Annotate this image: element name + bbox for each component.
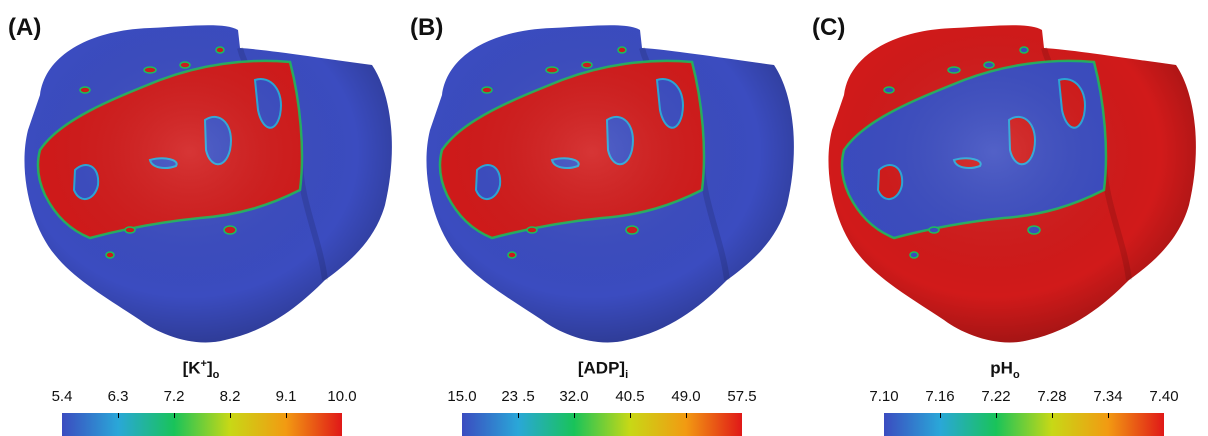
colorbar-tick-mark <box>940 413 941 418</box>
heart-surface-render <box>24 25 392 343</box>
panel-c: (C) pHo 7.10 7.16 7.22 7.28 7.34 7.40 <box>804 0 1206 436</box>
colorbar-tick-label: 7.40 <box>1149 388 1179 405</box>
colorbar-ticks: 5.4 6.3 7.2 8.2 9.1 10.0 <box>52 388 357 410</box>
colorbar-tick-mark <box>518 413 519 418</box>
heart-surface-render <box>426 25 794 343</box>
colorbar-ticks: 15.0 23 .5 32.0 40.5 49.0 57.5 <box>447 388 756 410</box>
colorbar-title: pHo <box>990 358 1020 382</box>
colorbar-tick-label: 9.1 <box>275 388 297 405</box>
colorbar-tick-label: 7.2 <box>163 388 185 405</box>
heart-surface-render <box>828 25 1196 343</box>
colorbar-tick-label: 32.0 <box>559 388 589 405</box>
colorbar-tick-label: 7.28 <box>1037 388 1067 405</box>
colorbar-tick-mark <box>1052 413 1053 418</box>
colorbar-tick-mark <box>118 413 119 418</box>
colorbar-tick-mark <box>1108 413 1109 418</box>
colorbar <box>884 413 1164 436</box>
colorbar-tick-mark <box>996 413 997 418</box>
colorbar-tick-label: 49.0 <box>671 388 701 405</box>
colorbar-tick-label: 15.0 <box>447 388 477 405</box>
colorbar <box>62 413 342 436</box>
colorbar-tick-mark <box>574 413 575 418</box>
colorbar-tick-label: 7.22 <box>981 388 1011 405</box>
colorbar-tick-label: 7.34 <box>1093 388 1123 405</box>
colorbar-tick-label: 6.3 <box>107 388 129 405</box>
panel-label: (B) <box>410 14 444 41</box>
panel-b: (B) [ADP]i 15.0 23 .5 32.0 40.5 49.0 57.5 <box>402 0 804 436</box>
colorbar-tick-mark <box>686 413 687 418</box>
colorbar-ticks: 7.10 7.16 7.22 7.28 7.34 7.40 <box>869 388 1178 410</box>
colorbar-tick-mark <box>174 413 175 418</box>
colorbar-tick-label: 7.16 <box>925 388 955 405</box>
colorbar-tick-label: 57.5 <box>727 388 757 405</box>
colorbar-tick-mark <box>230 413 231 418</box>
panel-label: (A) <box>8 14 42 41</box>
colorbar-tick-label: 8.2 <box>219 388 241 405</box>
colorbar <box>462 413 742 436</box>
colorbar-tick-mark <box>286 413 287 418</box>
panel-a: (A) [K+]o 5.4 6.3 7.2 8.2 9.1 10.0 <box>0 0 402 436</box>
colorbar-tick-label: 7.10 <box>869 388 899 405</box>
colorbar-tick-label: 23 .5 <box>501 388 535 405</box>
colorbar-tick-label: 5.4 <box>51 388 73 405</box>
panel-label: (C) <box>812 14 846 41</box>
colorbar-tick-label: 40.5 <box>615 388 645 405</box>
colorbar-tick-label: 10.0 <box>327 388 357 405</box>
colorbar-title: [K+]o <box>182 358 220 382</box>
colorbar-title: [ADP]i <box>577 358 629 382</box>
colorbar-tick-mark <box>630 413 631 418</box>
